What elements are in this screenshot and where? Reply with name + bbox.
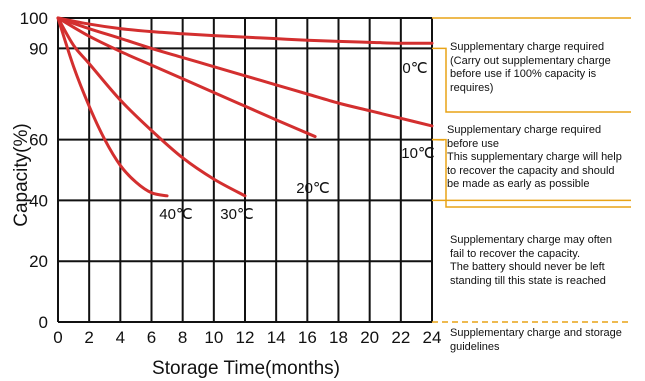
x-tick-label-18: 18 (329, 328, 348, 347)
x-tick-label-22: 22 (391, 328, 410, 347)
series-label-1: 10℃ (401, 145, 435, 162)
x-tick-label-10: 10 (204, 328, 223, 347)
zone-note-may-fail: Supplementary charge may often fail to r… (450, 234, 613, 287)
y-tick-label-60: 60 (29, 131, 48, 150)
series-label-2: 20℃ (296, 180, 330, 197)
x-tick-label-24: 24 (423, 328, 442, 347)
zone-line-90 (432, 47, 631, 113)
x-tick-label-14: 14 (267, 328, 286, 347)
series-line-1 (56, 16, 434, 128)
series-line-3 (56, 16, 247, 198)
zone-note-supplementary-required: Supplementary charge required (Carry out… (450, 41, 611, 94)
x-tick-label-20: 20 (360, 328, 379, 347)
zone-lines (431, 17, 631, 323)
series-line-4 (56, 16, 169, 198)
y-tick-label-20: 20 (29, 252, 48, 271)
x-tick-label-6: 6 (147, 328, 156, 347)
y-tick-label-90: 90 (29, 39, 48, 58)
zone-note-guidelines: Supplementary charge and storage guideli… (450, 327, 622, 353)
y-tick-label-0: 0 (39, 313, 48, 332)
series-label-4: 40℃ (159, 206, 193, 223)
series-label-0: 0℃ (402, 60, 427, 77)
x-tick-label-12: 12 (236, 328, 255, 347)
y-axis-label: Capacity(%) (11, 123, 32, 226)
x-tick-label-0: 0 (53, 328, 62, 347)
series-lines (56, 16, 434, 198)
series-label-3: 30℃ (220, 206, 254, 223)
series-labels: 0℃ 10℃ 20℃ 30℃ 40℃ (159, 60, 435, 223)
series-line-2 (56, 16, 317, 139)
y-tick-label-100: 100 (20, 9, 48, 28)
x-tick-label-2: 2 (84, 328, 93, 347)
x-tick-label-16: 16 (298, 328, 317, 347)
zone-note-charge-before-use: Supplementary charge required before use… (447, 124, 622, 190)
x-tick-label-8: 8 (178, 328, 187, 347)
y-tick-label-40: 40 (29, 191, 48, 210)
x-axis-label: Storage Time(months) (152, 358, 340, 379)
x-tick-label-4: 4 (116, 328, 125, 347)
chart-grid (57, 17, 433, 323)
series-line-0 (56, 16, 434, 45)
